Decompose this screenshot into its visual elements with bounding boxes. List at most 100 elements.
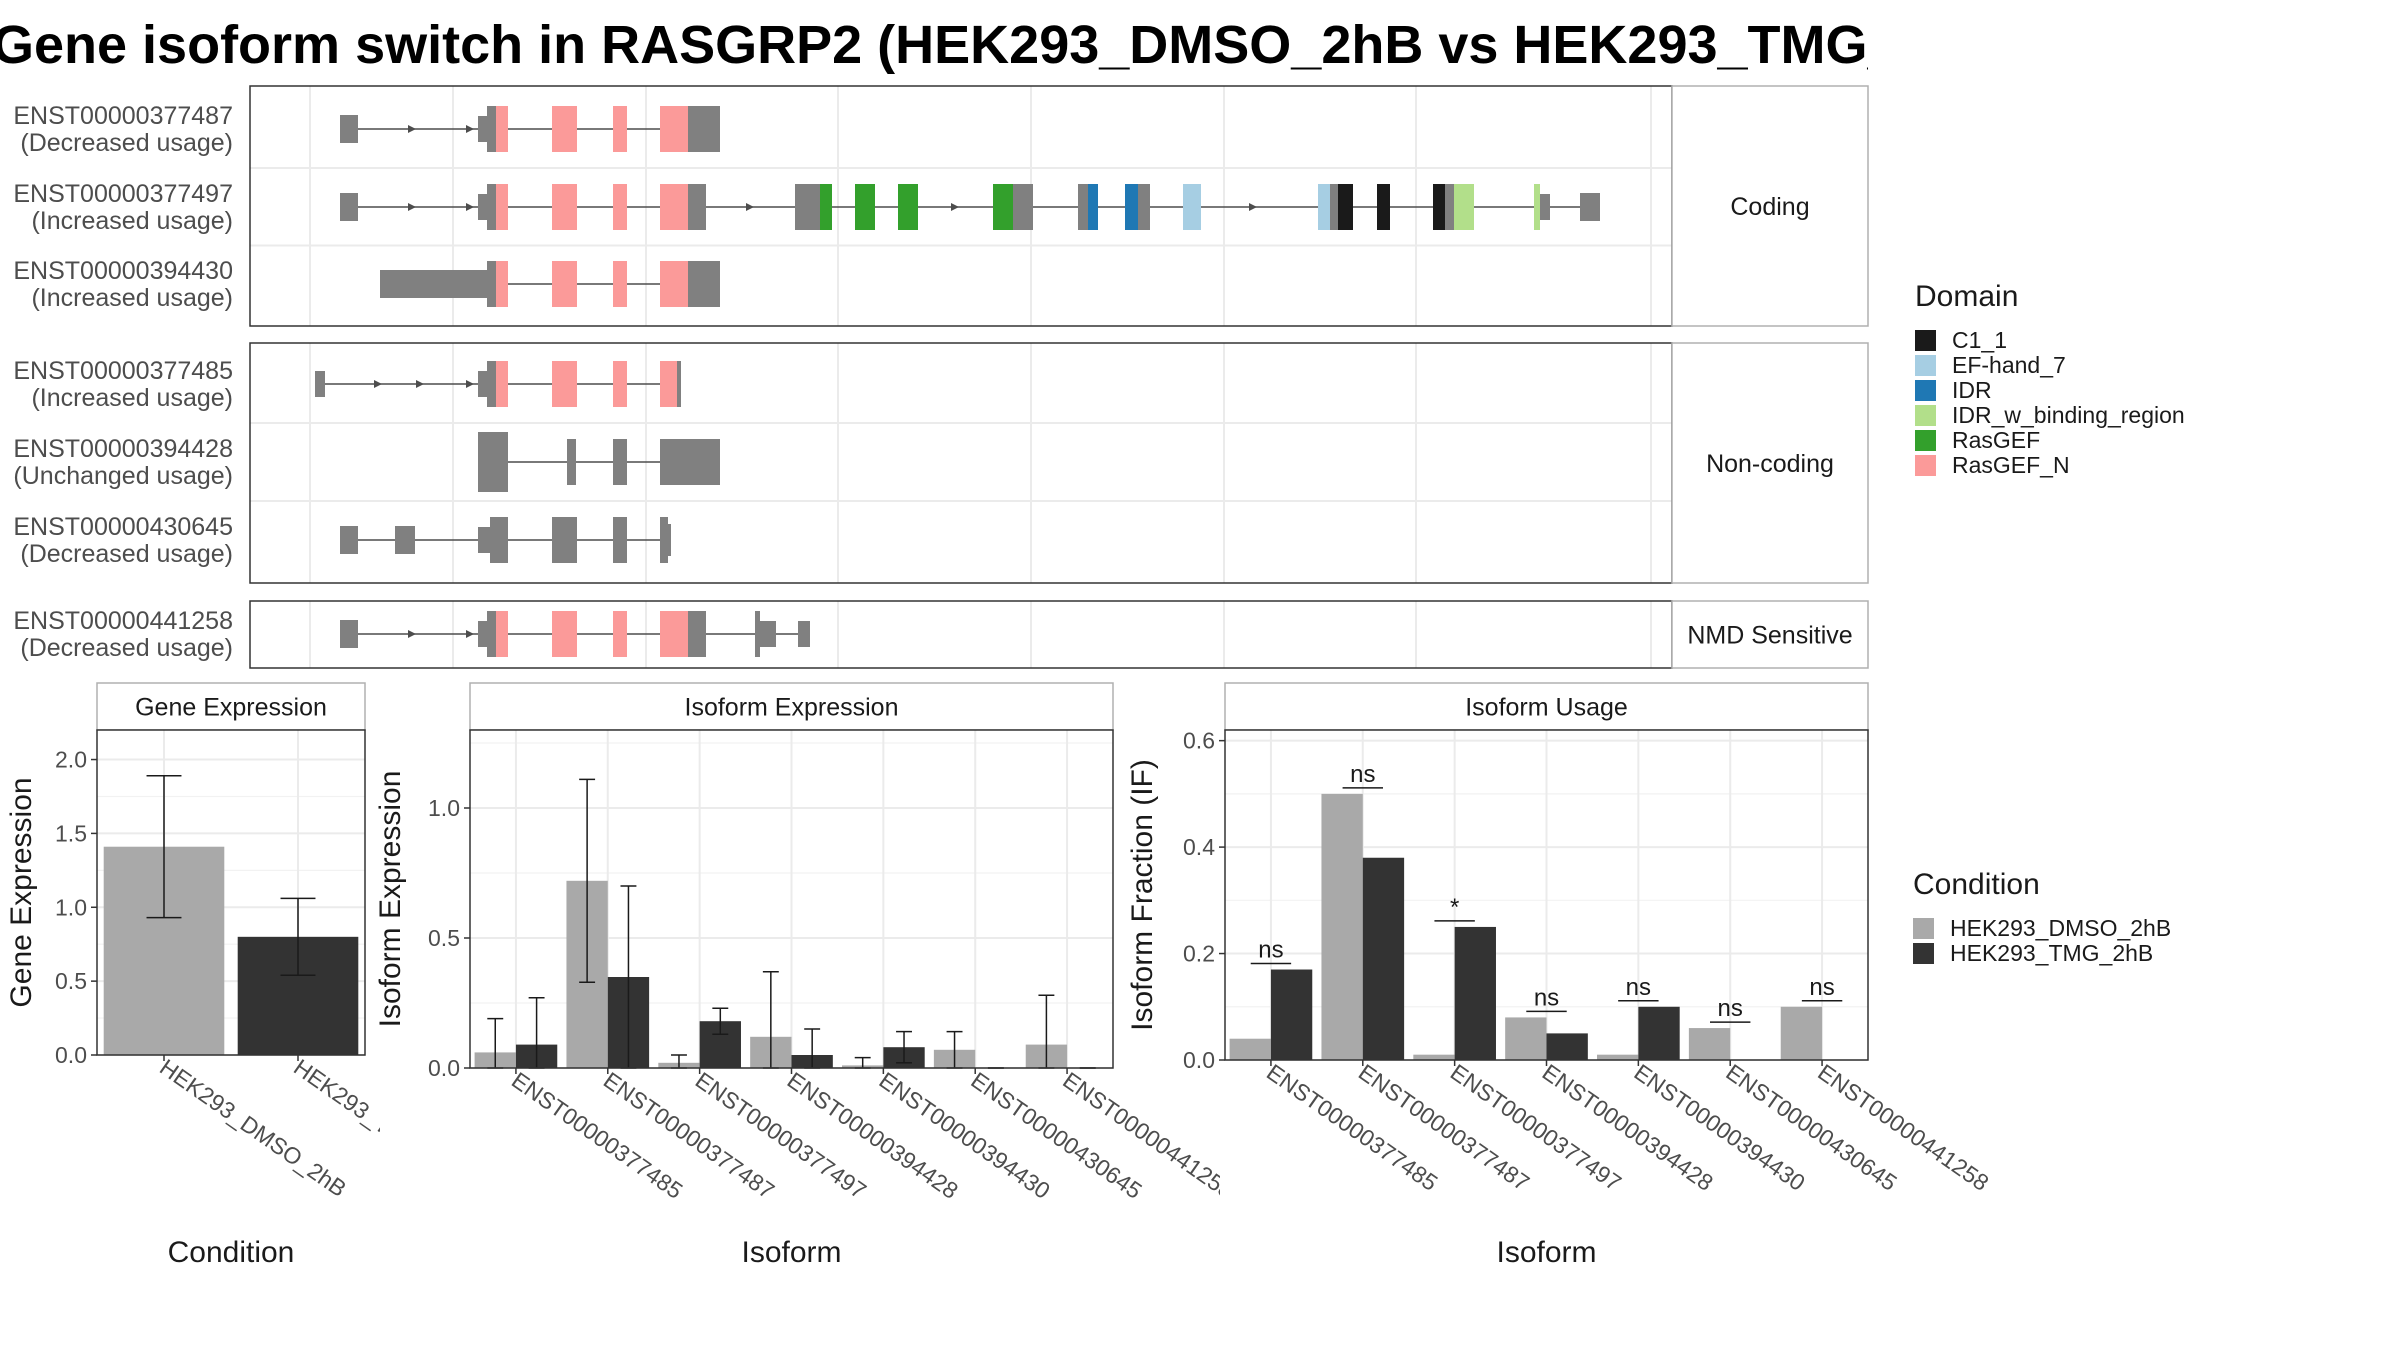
exon-block: [700, 261, 720, 307]
transcript-usage-label: (Decreased usage): [20, 540, 233, 568]
transcript-id-label: ENST00000441258: [13, 607, 233, 635]
exon-block: [567, 439, 576, 485]
exon-block: [1454, 184, 1474, 230]
exon-block: [1338, 184, 1353, 230]
strand-arrow: [466, 630, 474, 638]
exon-block: [855, 184, 875, 230]
gene-expression-chart: Gene Expression0.00.51.01.52.0HEK293_DMS…: [5, 682, 380, 1269]
exon-block: [613, 184, 627, 230]
exon-block: [496, 611, 508, 657]
exon-block: [613, 261, 627, 307]
exon-block: [613, 439, 627, 485]
y-tick-label: 1.0: [55, 894, 87, 920]
exon-block: [478, 371, 487, 397]
legend-key: [1915, 355, 1936, 376]
legend-label: IDR: [1952, 377, 1992, 403]
x-tick-label: ENST00000377487: [1354, 1059, 1534, 1196]
x-tick-label: ENST00000377497: [1446, 1059, 1626, 1196]
legend-label: IDR_w_binding_region: [1952, 402, 2185, 428]
y-axis-title: Isoform Fraction (IF): [1126, 759, 1159, 1031]
exon-block: [487, 261, 496, 307]
exon-block: [820, 184, 832, 230]
y-tick-label: 1.0: [428, 795, 460, 821]
exon-block: [668, 524, 671, 556]
exon-block: [1330, 184, 1338, 230]
exon-block: [1445, 184, 1454, 230]
exon-block: [1540, 194, 1550, 220]
exon-block: [1580, 193, 1600, 221]
exon-block: [478, 116, 487, 142]
exon-block: [552, 261, 577, 307]
legend-item: IDR_w_binding_region: [1915, 402, 2185, 428]
significance-label: ns: [1258, 937, 1283, 964]
panel-strip: [1224, 682, 1869, 731]
legend-key: [1915, 380, 1936, 401]
legend-label: EF-hand_7: [1952, 352, 2066, 378]
exon-block: [1534, 184, 1540, 230]
strand-arrow: [408, 630, 416, 638]
legend-label: C1_1: [1952, 327, 2007, 353]
legend-label: HEK293_TMG_2hB: [1950, 940, 2154, 966]
y-tick-label: 0.0: [1183, 1047, 1215, 1073]
y-tick-label: 0.0: [428, 1055, 460, 1081]
exon-block: [613, 106, 627, 152]
exon-block: [660, 261, 688, 307]
exon-block: [340, 115, 358, 143]
y-tick-label: 0.6: [1183, 728, 1215, 754]
strand-arrow: [466, 125, 474, 133]
exon-block: [552, 361, 577, 407]
condition-legend-title: Condition: [1913, 868, 2040, 901]
bar: [1638, 1006, 1680, 1060]
legend-key: [1915, 455, 1936, 476]
x-tick-label: ENST00000394430: [1629, 1059, 1809, 1196]
exon-block: [552, 611, 577, 657]
facet-strip-label: NMD Sensitive: [1687, 622, 1852, 650]
transcript-id-label: ENST00000430645: [13, 513, 233, 541]
bar: [1688, 1028, 1731, 1060]
exon-block: [688, 106, 700, 152]
transcript-usage-label: (Decreased usage): [20, 129, 233, 157]
legend-label: RasGEF_N: [1952, 452, 2070, 478]
exon-block: [496, 184, 508, 230]
bar: [1413, 1054, 1455, 1060]
exon-block: [487, 611, 496, 657]
exon-block: [660, 517, 668, 563]
facet-strip: [1671, 342, 1869, 584]
y-tick-label: 0.4: [1183, 834, 1215, 860]
exon-block: [496, 361, 508, 407]
y-tick-label: 0.5: [55, 968, 87, 994]
x-tick-label: ENST00000377485: [1262, 1059, 1442, 1196]
exon-block: [677, 361, 681, 407]
strand-arrow: [408, 125, 416, 133]
transcript-id-label: ENST00000377487: [13, 102, 233, 130]
legend-key: [1913, 943, 1934, 964]
legend-item: RasGEF: [1915, 427, 2185, 453]
exon-block: [613, 361, 627, 407]
exon-block: [613, 611, 627, 657]
y-tick-label: 0.5: [428, 925, 460, 951]
legend-item: EF-hand_7: [1915, 352, 2185, 378]
exon-block: [660, 361, 677, 407]
significance-label: ns: [1809, 974, 1834, 1001]
panel-title: Gene Expression: [135, 694, 327, 722]
legend-key: [1915, 330, 1936, 351]
exon-block: [660, 439, 720, 485]
panel-title: Isoform Usage: [1465, 694, 1628, 722]
exon-block: [755, 611, 760, 657]
legend-item: HEK293_TMG_2hB: [1913, 940, 2171, 966]
exon-block: [993, 184, 1013, 230]
transcript-usage-label: (Unchanged usage): [13, 462, 233, 490]
x-axis-title: Isoform: [1496, 1236, 1596, 1269]
condition-legend: Condition HEK293_DMSO_2hB HEK293_TMG_2hB: [1913, 868, 2171, 966]
strand-arrow: [466, 380, 474, 388]
transcript-usage-label: (Increased usage): [31, 207, 233, 235]
exon-block: [1377, 184, 1390, 230]
legend-label: RasGEF: [1952, 427, 2041, 453]
strand-arrow: [408, 203, 416, 211]
exon-block: [760, 621, 776, 647]
bar: [1454, 926, 1496, 1060]
exon-block: [1318, 184, 1330, 230]
bar: [1546, 1033, 1588, 1060]
bar: [1780, 1006, 1823, 1060]
